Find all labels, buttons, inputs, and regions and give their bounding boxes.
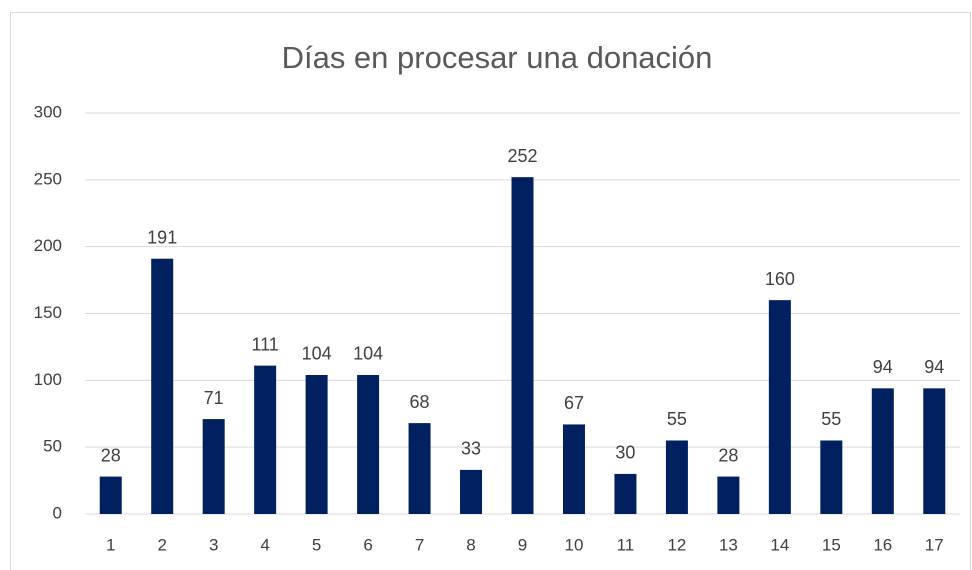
bar <box>923 388 946 514</box>
x-tick-label: 1 <box>106 535 115 554</box>
data-label: 252 <box>507 146 537 166</box>
data-label: 33 <box>461 439 481 459</box>
y-tick-label: 250 <box>34 169 62 188</box>
bar <box>562 424 585 514</box>
data-label: 94 <box>873 357 893 377</box>
x-tick-label: 10 <box>565 535 584 554</box>
y-tick-label: 150 <box>34 303 62 322</box>
bar <box>254 365 277 514</box>
y-tick-label: 50 <box>43 437 62 456</box>
y-tick-label: 300 <box>34 102 62 121</box>
x-tick-label: 16 <box>873 535 892 554</box>
data-label: 67 <box>564 393 584 413</box>
x-tick-label: 11 <box>617 535 635 554</box>
x-tick-label: 2 <box>157 535 166 554</box>
data-label: 191 <box>147 227 177 247</box>
x-tick-label: 17 <box>925 535 944 554</box>
data-label: 71 <box>204 388 224 408</box>
bar <box>408 423 431 514</box>
bar <box>99 476 122 514</box>
x-tick-label: 6 <box>363 535 372 554</box>
x-tick-label: 12 <box>667 535 686 554</box>
bar <box>768 300 791 514</box>
x-tick-label: 13 <box>719 535 738 554</box>
x-tick-label: 8 <box>466 535 475 554</box>
data-label: 104 <box>353 344 383 364</box>
bar <box>717 476 740 514</box>
y-tick-label: 0 <box>53 503 62 522</box>
x-tick-label: 15 <box>822 535 841 554</box>
bar <box>357 374 380 514</box>
data-label: 94 <box>924 357 944 377</box>
data-label: 30 <box>615 443 635 463</box>
data-label: 111 <box>251 334 278 354</box>
bar <box>511 177 534 514</box>
x-tick-label: 14 <box>770 535 789 554</box>
data-label: 28 <box>101 445 121 465</box>
x-tick-label: 7 <box>415 535 424 554</box>
x-tick-label: 3 <box>209 535 218 554</box>
bar <box>820 440 843 514</box>
x-tick-label: 4 <box>260 535 269 554</box>
y-tick-label: 200 <box>34 236 62 255</box>
data-label: 68 <box>410 392 430 412</box>
data-label: 55 <box>821 409 841 429</box>
data-label: 28 <box>718 445 738 465</box>
bar <box>614 473 637 514</box>
x-tick-label: 5 <box>312 535 321 554</box>
data-label: 160 <box>765 269 795 289</box>
bar <box>202 419 225 514</box>
bar <box>665 440 688 514</box>
chart-title: Días en procesar una donación <box>282 40 713 75</box>
data-label: 55 <box>667 409 687 429</box>
bar <box>460 469 483 514</box>
x-tick-label: 9 <box>518 535 527 554</box>
y-tick-label: 100 <box>34 370 62 389</box>
bar <box>151 258 174 514</box>
bar <box>871 388 894 514</box>
bar <box>305 374 328 514</box>
data-label: 104 <box>302 344 332 364</box>
